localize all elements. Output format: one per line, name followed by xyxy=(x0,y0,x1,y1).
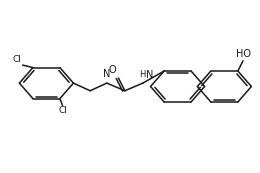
Text: H: H xyxy=(139,70,146,79)
Text: Cl: Cl xyxy=(12,55,21,64)
Text: HO: HO xyxy=(236,49,251,59)
Text: N: N xyxy=(103,69,110,79)
Text: N: N xyxy=(146,70,153,80)
Text: O: O xyxy=(109,65,116,75)
Text: Cl: Cl xyxy=(58,106,67,115)
